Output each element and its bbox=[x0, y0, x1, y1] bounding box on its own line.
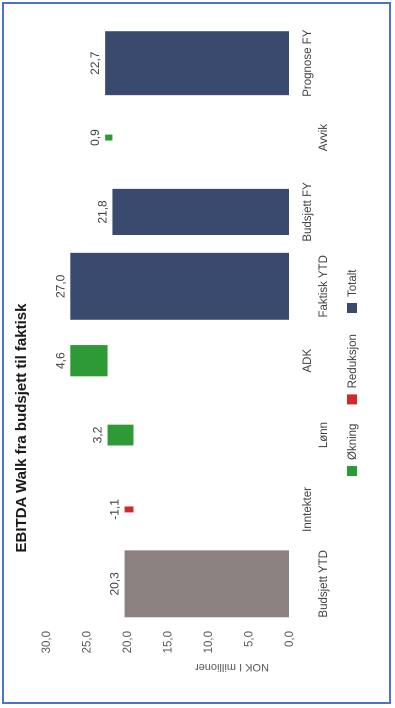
value-labels: 20,3 -1,1 3,2 4,6 27,0 21,8 0,9 22,7 bbox=[53, 51, 121, 595]
y-tick-label: 10,0 bbox=[203, 631, 215, 653]
waterfall-chart: EBITDA Walk fra budsjett til faktisk NOK… bbox=[13, 29, 359, 673]
value-label-0: 20,3 bbox=[108, 572, 122, 596]
y-tick-label: 25,0 bbox=[82, 631, 94, 653]
legend-label-total: Totalt bbox=[347, 269, 359, 297]
category-label-4: Faktisk YTD bbox=[318, 255, 330, 317]
value-label-5: 21,8 bbox=[95, 200, 109, 224]
bars-group bbox=[70, 31, 289, 618]
rotated-chart: EBITDA Walk fra budsjett til faktisk NOK… bbox=[4, 4, 389, 706]
y-tick-label: 20,0 bbox=[122, 631, 134, 653]
bar-1 bbox=[124, 506, 134, 513]
bar-2 bbox=[107, 424, 134, 446]
value-label-6: 0,9 bbox=[88, 129, 102, 146]
legend-swatch-total bbox=[347, 303, 357, 313]
value-label-7: 22,7 bbox=[88, 51, 102, 75]
category-labels: Budsjett YTD Inntekter Lønn ADK Faktisk YTD B… bbox=[302, 29, 330, 617]
bar-5 bbox=[112, 188, 289, 235]
category-label-0: Budsjett YTD bbox=[318, 550, 330, 618]
bar-3 bbox=[70, 345, 108, 377]
y-axis-ticks: 0,0 5,0 10,0 15,0 20,0 25,0 30,0 bbox=[41, 631, 296, 653]
legend-swatch-decrease bbox=[347, 394, 357, 405]
bar-0 bbox=[124, 550, 289, 618]
y-tick-label: 5,0 bbox=[244, 631, 256, 647]
value-label-1: -1,1 bbox=[108, 499, 122, 520]
category-label-7: Prognose FY bbox=[302, 29, 314, 96]
bar-6 bbox=[105, 134, 113, 141]
legend: Økning Reduksjon Totalt bbox=[347, 269, 359, 476]
bar-4 bbox=[70, 252, 289, 320]
value-label-4: 27,0 bbox=[53, 274, 67, 298]
legend-swatch-increase bbox=[347, 466, 357, 476]
legend-label-increase: Økning bbox=[347, 424, 359, 460]
category-label-6: Avvik bbox=[318, 124, 330, 152]
legend-label-decrease: Reduksjon bbox=[347, 334, 359, 388]
y-tick-label: 0,0 bbox=[284, 631, 296, 647]
category-label-5: Budsjett FY bbox=[302, 182, 314, 242]
y-axis-title: NOK I millioner bbox=[195, 661, 269, 673]
y-tick-label: 15,0 bbox=[163, 631, 175, 653]
category-label-1: Inntekter bbox=[302, 487, 314, 532]
category-label-3: ADK bbox=[302, 349, 314, 373]
value-label-2: 3,2 bbox=[91, 426, 105, 443]
chart-canvas: EBITDA Walk fra budsjett til faktisk NOK… bbox=[2, 2, 391, 704]
chart-title: EBITDA Walk fra budsjett til faktisk bbox=[13, 303, 30, 553]
value-label-3: 4,6 bbox=[53, 352, 67, 369]
category-label-2: Lønn bbox=[318, 422, 330, 448]
y-tick-label: 30,0 bbox=[41, 631, 53, 653]
bar-7 bbox=[105, 31, 289, 96]
